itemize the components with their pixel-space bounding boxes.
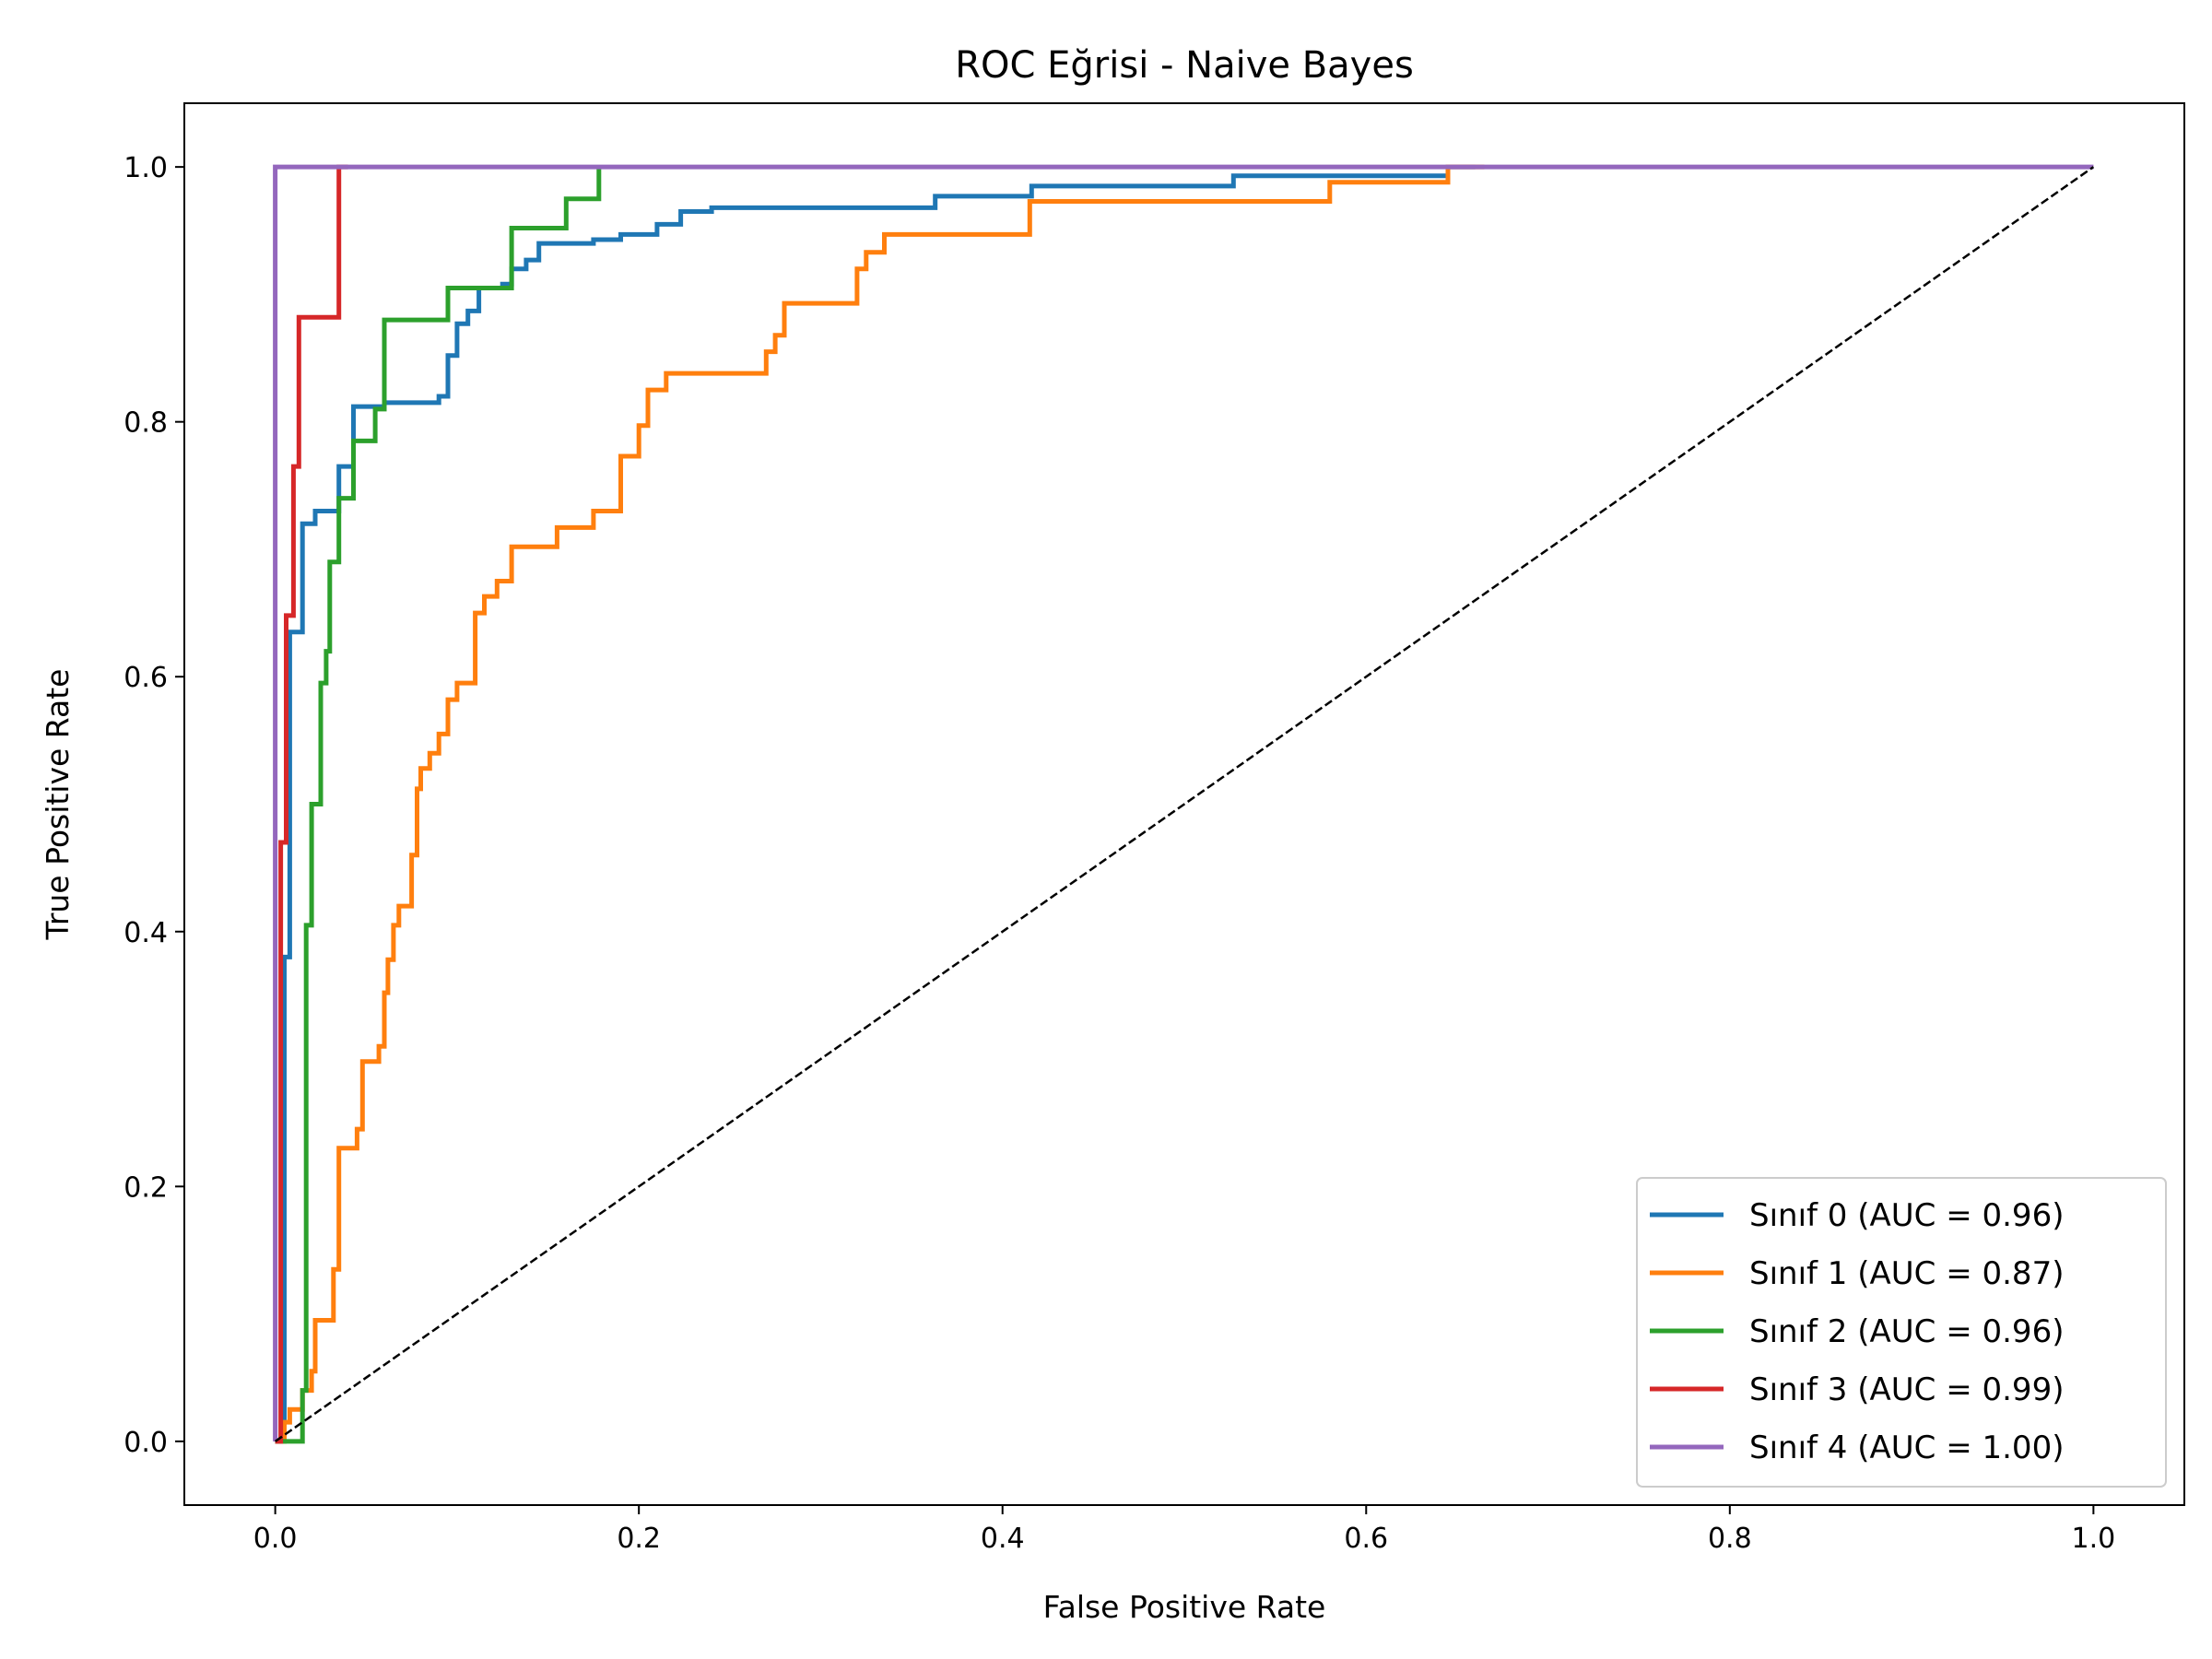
legend-label-sinif-2: Sınıf 2 (AUC = 0.96) [1749, 1313, 2064, 1350]
y-tick-label: 0.8 [124, 407, 168, 440]
y-tick-label: 1.0 [124, 152, 168, 184]
x-axis-label: False Positive Rate [1043, 1589, 1326, 1625]
diagonal-reference-line [274, 166, 2095, 1442]
series-line-sinif-4 [273, 164, 2094, 1441]
legend-label-sinif-4: Sınıf 4 (AUC = 1.00) [1749, 1430, 2064, 1466]
x-tick-label: 0.0 [253, 1523, 298, 1555]
legend-label-sinif-3: Sınıf 3 (AUC = 0.99) [1749, 1371, 2064, 1408]
ticks-layer: 0.0 0.2 0.4 0.6 0.8 1.0 0.0 0.2 0.4 0.6 0.8 1.0 [124, 152, 2115, 1555]
legend-label-sinif-1: Sınıf 1 (AUC = 0.87) [1749, 1255, 2064, 1292]
chart-title: ROC Eğrisi - Naive Bayes [955, 44, 1414, 87]
x-tick-label: 0.2 [617, 1523, 661, 1555]
x-tick-label: 1.0 [2072, 1523, 2116, 1555]
series-line-sinif-1 [275, 164, 1485, 1444]
legend-box [1636, 1177, 2167, 1488]
y-tick-label: 0.6 [124, 662, 168, 694]
x-tick-label: 0.4 [981, 1523, 1025, 1555]
legend: Sınıf 0 (AUC = 0.96) Sınıf 1 (AUC = 0.87)… [1636, 1177, 2167, 1488]
legend-label-sinif-0: Sınıf 0 (AUC = 0.96) [1749, 1197, 2064, 1234]
y-tick-label: 0.4 [124, 917, 168, 949]
y-tick-label: 0.0 [124, 1427, 168, 1459]
y-axis-label: True Positive Rate [40, 669, 76, 941]
series-layer [273, 164, 2095, 1444]
series-line-sinif-2 [275, 167, 602, 1444]
x-tick-label: 0.8 [1708, 1523, 1752, 1555]
y-tick-label: 0.2 [124, 1171, 168, 1204]
x-tick-label: 0.6 [1344, 1523, 1388, 1555]
series-line-sinif-3 [275, 164, 348, 1444]
plot-frame [183, 102, 2185, 1506]
series-line-sinif-0 [275, 164, 1476, 1444]
